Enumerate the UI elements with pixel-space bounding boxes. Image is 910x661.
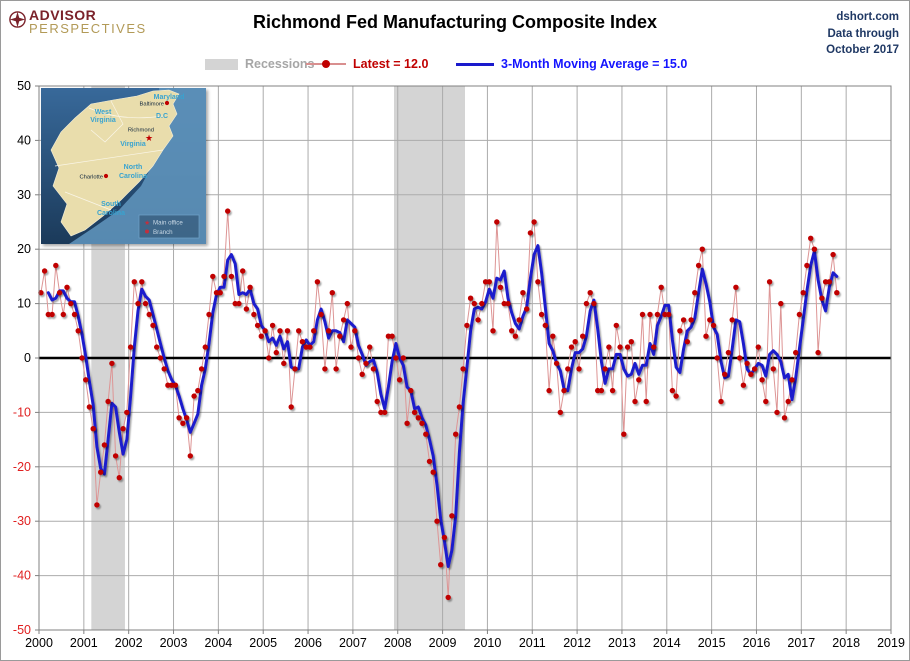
latest-label: Latest = 12.0 (353, 57, 429, 71)
source-site: dshort.com (836, 11, 899, 23)
logo-text-advisor: ADVISOR (29, 7, 97, 23)
map-label-dc: D.C (156, 113, 168, 120)
x-axis-label: 2001 (70, 636, 98, 650)
chart-legend: Recessions Latest = 12.0 3-Month Moving … (1, 55, 909, 73)
x-axis-label: 2006 (294, 636, 322, 650)
x-axis-label: 2019 (877, 636, 905, 650)
y-axis-label: 30 (17, 188, 31, 202)
source-attribution: dshort.com Data through October 2017 (826, 9, 899, 59)
y-axis-label: -50 (13, 623, 31, 637)
map-state-borders (54, 100, 164, 211)
x-axis-label: 2002 (115, 636, 143, 650)
latest-swatch (306, 60, 346, 68)
y-axis-label: -30 (13, 514, 31, 528)
legend-item-latest: Latest = 12.0 (306, 55, 428, 73)
map-label-baltimore: Baltimore (140, 102, 164, 108)
source-data-through: Data through (827, 27, 899, 40)
x-axis-label: 2003 (160, 636, 188, 650)
map-charlotte-branch-dot (103, 173, 109, 179)
x-axis-label: 2014 (653, 636, 681, 650)
y-axis-label: 20 (17, 242, 31, 256)
map-label-west-virginia-1: West (95, 109, 112, 116)
map-label-south-carolina-1: South (101, 201, 121, 208)
fed-district-map-inset: West Virginia Maryland D.C Virginia Nort… (41, 88, 206, 244)
y-axis-label: 40 (17, 133, 31, 147)
map-baltimore-branch-dot (164, 100, 170, 106)
map-label-south-carolina-2: Carolina (97, 210, 125, 217)
recessions-label: Recessions (245, 57, 315, 71)
y-axis-label: 50 (17, 79, 31, 93)
x-axis-label: 2007 (339, 636, 367, 650)
y-axis-label: 0 (24, 351, 31, 365)
x-axis-label: 2010 (474, 636, 502, 650)
map-ocean (69, 88, 206, 244)
x-axis-label: 2015 (698, 636, 726, 650)
map-land (50, 89, 180, 237)
legend-item-recessions: Recessions (205, 55, 314, 73)
x-axis-label: 2005 (249, 636, 277, 650)
map-legend-star-icon: ★ (144, 219, 150, 227)
compass-icon (9, 11, 26, 28)
x-axis-label: 2018 (832, 636, 860, 650)
map-legend: ★ Main office Branch (138, 214, 200, 239)
y-axis-label: -40 (13, 569, 31, 583)
map-label-charlotte: Charlotte (79, 175, 103, 181)
map-legend-branch-icon (145, 229, 149, 234)
map-richmond-main-office-star: ★ (145, 133, 153, 143)
x-axis-label: 2000 (25, 636, 53, 650)
map-label-maryland: Maryland (154, 94, 185, 101)
logo-text-perspectives: PERSPECTIVES (29, 21, 147, 36)
x-axis-label: 2011 (519, 636, 546, 650)
chart-title: Richmond Fed Manufacturing Composite Ind… (252, 12, 657, 32)
moving-average-label: 3-Month Moving Average = 15.0 (501, 57, 688, 71)
y-axis-label: 10 (17, 297, 31, 311)
y-axis-label: -10 (13, 405, 31, 419)
map-label-north-carolina-2: Carolina (119, 173, 147, 180)
map-legend-branch-label: Branch (153, 229, 173, 236)
x-axis-label: 2017 (787, 636, 815, 650)
x-axis-label: 2016 (743, 636, 771, 650)
moving-average-swatch (456, 62, 494, 66)
x-axis-label: 2012 (563, 636, 591, 650)
x-axis-label: 2004 (204, 636, 232, 650)
map-label-west-virginia-2: Virginia (90, 117, 116, 124)
y-axis-label: -20 (13, 460, 31, 474)
advisor-perspectives-logo: ADVISOR PERSPECTIVES (9, 8, 147, 35)
recession-swatch (205, 58, 238, 70)
map-label-richmond: Richmond (128, 128, 154, 134)
x-axis-label: 2013 (608, 636, 636, 650)
source-month: October 2017 (826, 44, 899, 57)
x-axis-label: 2008 (384, 636, 412, 650)
map-label-virginia: Virginia (120, 141, 146, 148)
map-label-north-carolina-1: North (124, 164, 143, 171)
legend-item-moving-average: 3-Month Moving Average = 15.0 (456, 55, 687, 73)
map-legend-main-office-label: Main office (153, 220, 183, 227)
x-axis-label: 2009 (429, 636, 457, 650)
